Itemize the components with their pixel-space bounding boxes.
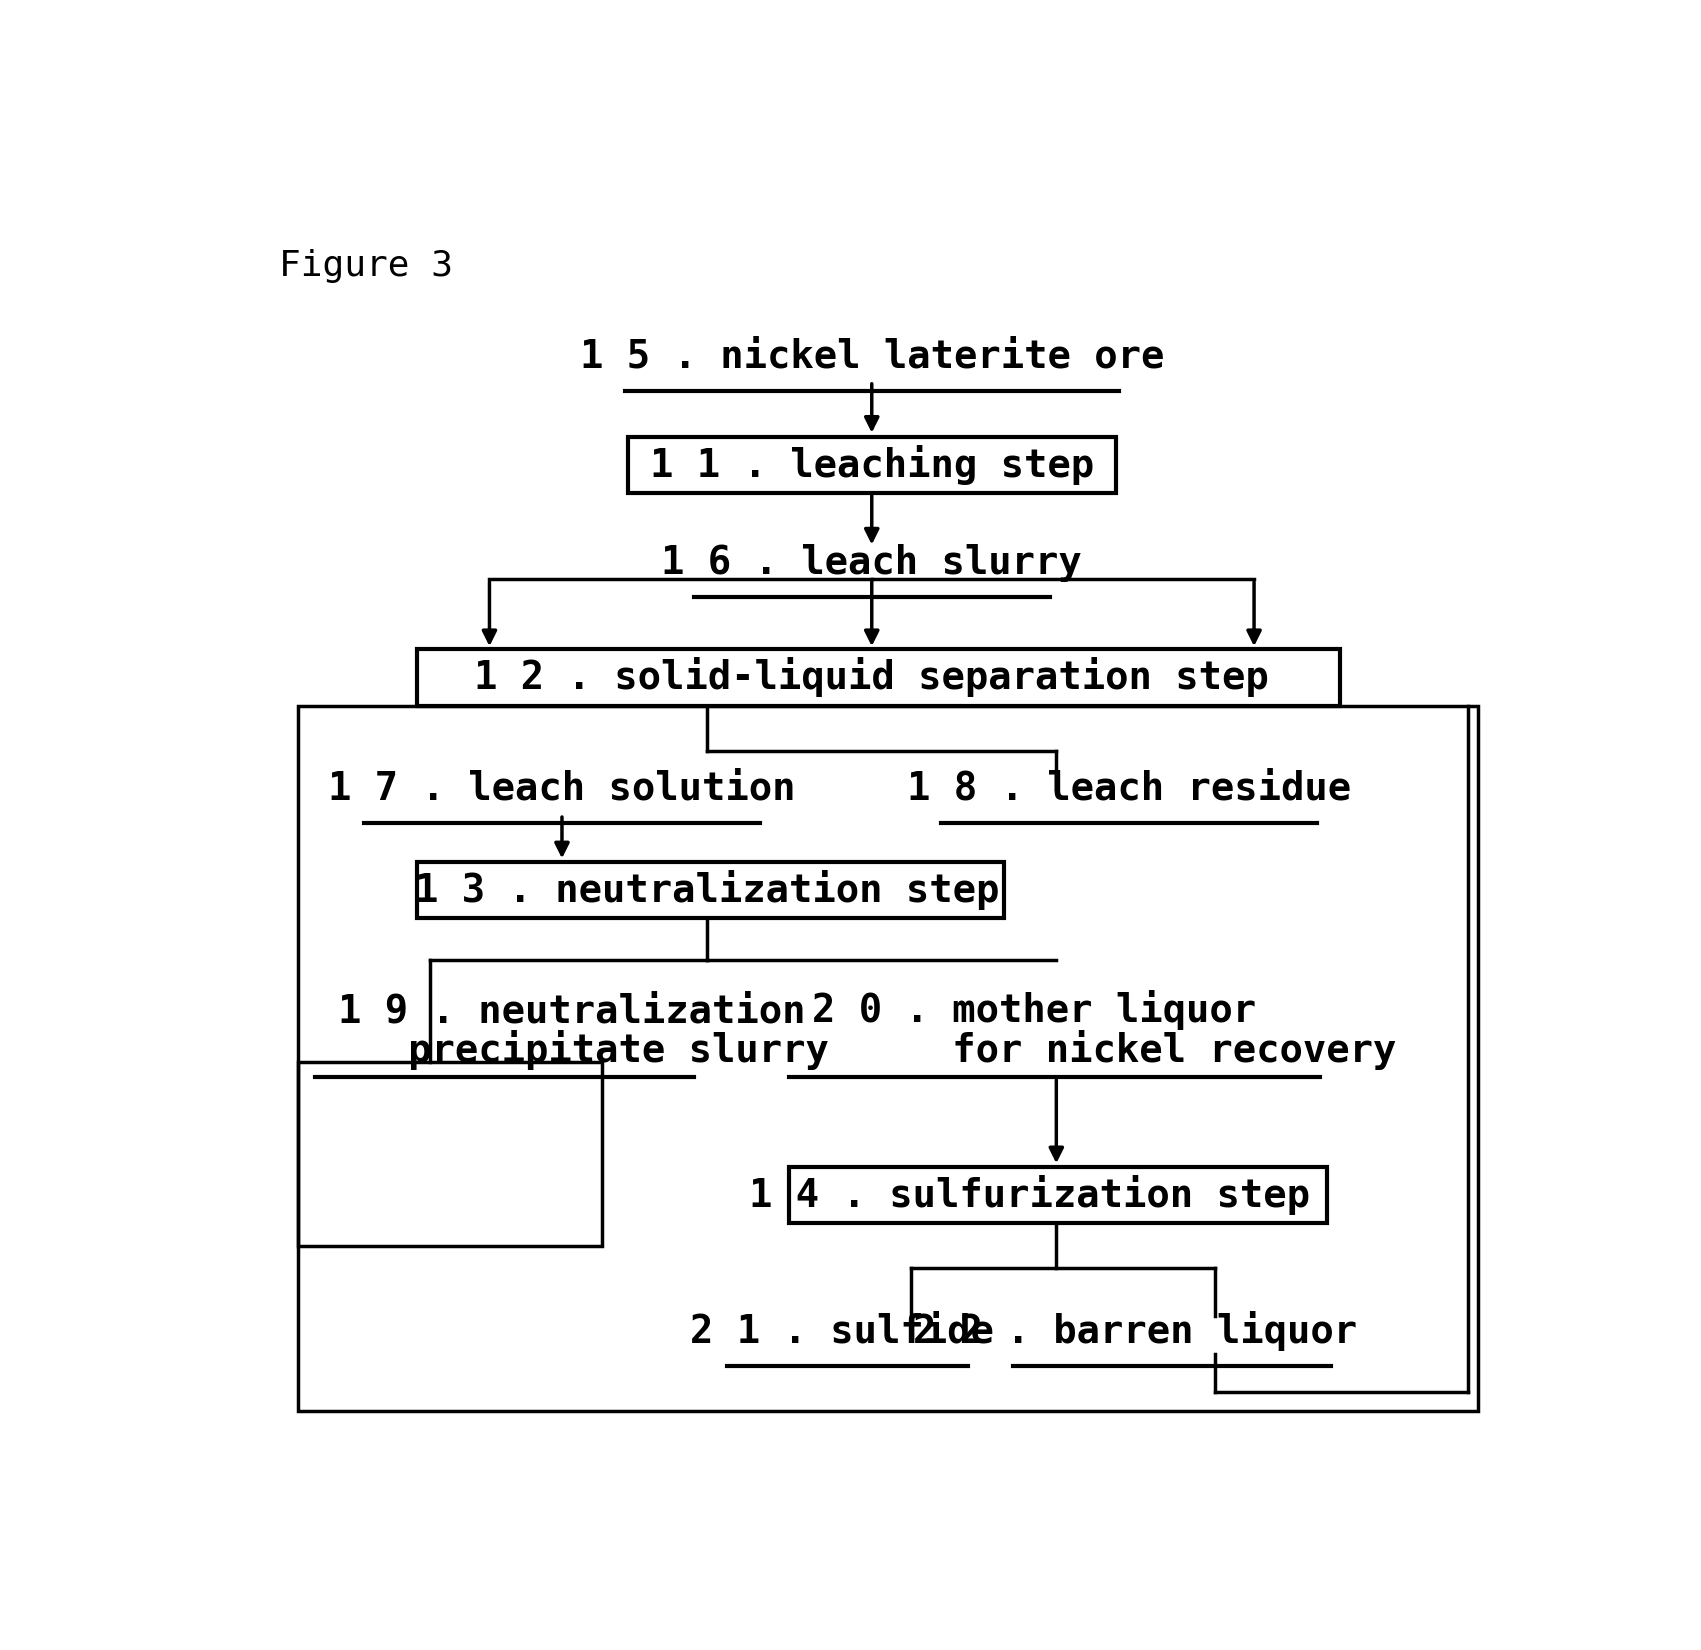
Text: 1 8 . leach residue: 1 8 . leach residue <box>907 771 1351 808</box>
Bar <box>789 1168 1327 1223</box>
Text: 1 9 . neutralization: 1 9 . neutralization <box>338 992 805 1030</box>
Text: 1 5 . nickel laterite ore: 1 5 . nickel laterite ore <box>580 338 1163 376</box>
Text: 2 2 . barren liquor: 2 2 . barren liquor <box>913 1312 1357 1351</box>
Text: 1 6 . leach slurry: 1 6 . leach slurry <box>662 543 1082 582</box>
Text: Figure 3: Figure 3 <box>279 249 452 282</box>
Bar <box>628 437 1116 493</box>
Text: 1 2 . solid-liquid separation step: 1 2 . solid-liquid separation step <box>475 657 1269 696</box>
Text: for nickel recovery: for nickel recovery <box>813 1030 1397 1071</box>
Text: 1 4 . sulfurization step: 1 4 . sulfurization step <box>750 1175 1310 1216</box>
Bar <box>298 1063 602 1246</box>
Bar <box>417 863 1004 919</box>
Text: 1 7 . leach solution: 1 7 . leach solution <box>328 771 796 808</box>
Bar <box>298 706 1478 1411</box>
Bar <box>417 648 1340 706</box>
Text: 1 3 . neutralization step: 1 3 . neutralization step <box>415 871 998 911</box>
Text: 2 1 . sulfide: 2 1 . sulfide <box>689 1312 993 1350</box>
Text: 1 1 . leaching step: 1 1 . leaching step <box>650 446 1094 485</box>
Text: 2 0 . mother liquor: 2 0 . mother liquor <box>813 990 1257 1030</box>
Text: precipitate slurry: precipitate slurry <box>338 1030 828 1071</box>
